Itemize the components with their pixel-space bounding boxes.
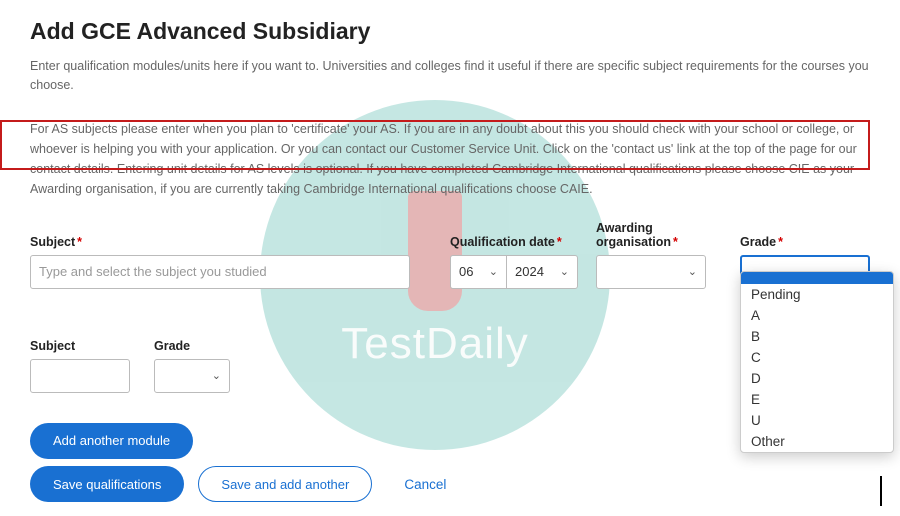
module-grade-field: Grade ⌄ <box>154 339 230 393</box>
awarding-org-field: Awarding organisation* ⌄ <box>596 221 722 289</box>
grade-dropdown: PendingABCDEUOther <box>740 271 894 453</box>
subject-input[interactable]: Type and select the subject you studied <box>30 255 410 289</box>
grade-option[interactable]: Pending <box>741 284 893 305</box>
dropdown-highlight[interactable] <box>741 272 893 284</box>
grade-option[interactable]: C <box>741 347 893 368</box>
subject-label-text: Subject <box>30 235 75 249</box>
page-title: Add GCE Advanced Subsidiary <box>30 18 870 45</box>
qualification-form-row: Subject* Type and select the subject you… <box>30 221 870 289</box>
qual-date-label-text: Qualification date <box>450 235 555 249</box>
module-subject-input[interactable] <box>30 359 130 393</box>
instruction-text: For AS subjects please enter when you pl… <box>30 119 870 199</box>
chevron-down-icon: ⌄ <box>688 265 697 278</box>
module-grade-label: Grade <box>154 339 230 353</box>
cancel-link[interactable]: Cancel <box>404 477 446 492</box>
subject-field: Subject* Type and select the subject you… <box>30 235 410 289</box>
bottom-actions: Save qualifications Save and add another… <box>30 466 446 502</box>
qualification-date-field: Qualification date* 06 ⌄ 2024 ⌄ <box>450 235 578 289</box>
required-asterisk: * <box>778 235 783 249</box>
required-asterisk: * <box>77 235 82 249</box>
required-asterisk: * <box>673 235 678 249</box>
chevron-down-icon: ⌄ <box>489 265 498 278</box>
grade-option[interactable]: A <box>741 305 893 326</box>
year-value: 2024 <box>515 264 544 279</box>
grade-label-text: Grade <box>740 235 776 249</box>
year-select[interactable]: 2024 ⌄ <box>506 255 578 289</box>
month-value: 06 <box>459 264 473 279</box>
date-group: 06 ⌄ 2024 ⌄ <box>450 255 578 289</box>
save-add-button[interactable]: Save and add another <box>198 466 372 502</box>
save-button[interactable]: Save qualifications <box>30 466 184 502</box>
award-label-text: Awarding organisation <box>596 221 671 249</box>
awarding-org-label: Awarding organisation* <box>596 221 722 249</box>
chevron-down-icon: ⌄ <box>560 265 569 278</box>
grade-option[interactable]: B <box>741 326 893 347</box>
grade-option[interactable]: Other <box>741 431 893 452</box>
qualification-date-label: Qualification date* <box>450 235 578 249</box>
subject-label: Subject* <box>30 235 410 249</box>
grade-option[interactable]: E <box>741 389 893 410</box>
module-grade-select[interactable]: ⌄ <box>154 359 230 393</box>
chevron-down-icon: ⌄ <box>212 369 221 382</box>
module-subject-field: Subject <box>30 339 130 393</box>
page-content: Add GCE Advanced Subsidiary Enter qualif… <box>0 0 900 471</box>
grade-label: Grade* <box>740 235 870 249</box>
awarding-org-select[interactable]: ⌄ <box>596 255 706 289</box>
grade-field: Grade* ⌄ PendingABCDEUOther <box>740 235 870 289</box>
month-select[interactable]: 06 ⌄ <box>450 255 506 289</box>
intro-text: Enter qualification modules/units here i… <box>30 57 870 95</box>
subject-placeholder: Type and select the subject you studied <box>39 264 267 279</box>
grade-option[interactable]: U <box>741 410 893 431</box>
add-module-button[interactable]: Add another module <box>30 423 193 459</box>
grade-option[interactable]: D <box>741 368 893 389</box>
text-cursor <box>880 476 882 506</box>
module-subject-label: Subject <box>30 339 130 353</box>
required-asterisk: * <box>557 235 562 249</box>
